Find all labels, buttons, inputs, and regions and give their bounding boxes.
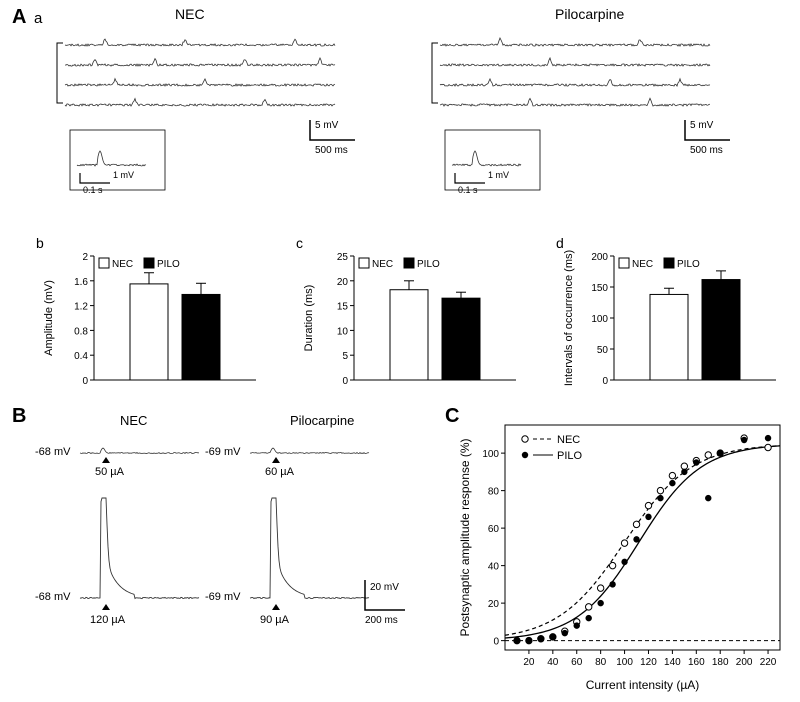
bar-chart-intervals: 0 50 100 150 200 Intervals of occurrence (ms)… [556, 248, 786, 398]
panel-b-traces: NEC -68 mV 50 µA -68 mV 120 µA Pilocarpine -69… [20, 415, 420, 695]
svg-text:200 ms: 200 ms [365, 615, 398, 626]
svg-text:120: 120 [640, 657, 657, 668]
svg-text:20: 20 [488, 599, 500, 610]
svg-text:0: 0 [493, 637, 499, 648]
svg-text:Current intensity (µA): Current intensity (µA) [586, 678, 700, 692]
svg-text:1 mV: 1 mV [113, 170, 134, 180]
svg-text:-69 mV: -69 mV [205, 446, 241, 458]
svg-text:Intervals of occurrence (ms): Intervals of occurrence (ms) [563, 250, 575, 386]
panel-c-curve: 20 40 60 80 100 120 140 160 180 200 220 0 20 40 60 80 10… [455, 415, 790, 695]
svg-text:NEC: NEC [557, 434, 580, 446]
traces-pilo: 5 mV 500 ms 1 mV 0.1 s [430, 25, 760, 225]
svg-text:40: 40 [547, 657, 559, 668]
svg-text:120 µA: 120 µA [90, 614, 126, 626]
svg-text:500 ms: 500 ms [690, 145, 723, 156]
svg-text:100: 100 [591, 314, 608, 325]
svg-text:1.6: 1.6 [74, 277, 88, 288]
svg-text:PILO: PILO [677, 259, 700, 270]
svg-text:0: 0 [602, 376, 608, 387]
svg-text:50 µA: 50 µA [95, 466, 125, 478]
svg-text:90 µA: 90 µA [260, 614, 290, 626]
svg-text:NEC: NEC [632, 259, 653, 270]
svg-text:80: 80 [595, 657, 607, 668]
svg-text:Pilocarpine: Pilocarpine [290, 415, 354, 428]
traces-nec: 5 mV 500 ms 1 mV 0.1 s [55, 25, 385, 225]
svg-text:500 ms: 500 ms [315, 145, 348, 156]
svg-text:80: 80 [488, 487, 500, 498]
svg-text:5: 5 [342, 351, 348, 362]
bar-chart-duration: 0 5 10 15 20 25 Duration (ms) NEC PILO [296, 248, 526, 398]
svg-text:Duration (ms): Duration (ms) [303, 285, 315, 352]
title-pilo: Pilocarpine [555, 6, 624, 22]
bar-chart-amplitude: 0 0.4 0.8 1.2 1.6 2 Amplitude (mV) NEC PILO [36, 248, 266, 398]
svg-text:NEC: NEC [112, 259, 133, 270]
svg-text:0.4: 0.4 [74, 351, 88, 362]
svg-text:25: 25 [337, 252, 349, 263]
svg-text:100: 100 [616, 657, 633, 668]
svg-text:5 mV: 5 mV [315, 120, 339, 131]
svg-text:0: 0 [82, 376, 88, 387]
svg-text:Amplitude (mV): Amplitude (mV) [43, 280, 55, 356]
svg-text:PILO: PILO [417, 259, 440, 270]
svg-text:150: 150 [591, 283, 608, 294]
svg-text:0.1 s: 0.1 s [458, 185, 478, 195]
svg-text:1.2: 1.2 [74, 302, 88, 313]
svg-text:-68 mV: -68 mV [35, 446, 71, 458]
svg-text:220: 220 [760, 657, 777, 668]
svg-text:Postsynaptic amplitude respons: Postsynaptic amplitude response (%) [458, 438, 472, 636]
title-nec: NEC [175, 6, 205, 22]
svg-text:20: 20 [337, 277, 349, 288]
svg-text:2: 2 [82, 252, 88, 263]
svg-text:60: 60 [488, 524, 500, 535]
svg-text:60: 60 [571, 657, 583, 668]
svg-text:200: 200 [591, 252, 608, 263]
svg-text:-68 mV: -68 mV [35, 591, 71, 603]
svg-text:140: 140 [664, 657, 681, 668]
svg-text:1 mV: 1 mV [488, 170, 509, 180]
svg-text:10: 10 [337, 326, 349, 337]
svg-text:180: 180 [712, 657, 729, 668]
svg-text:NEC: NEC [120, 415, 147, 428]
svg-text:NEC: NEC [372, 259, 393, 270]
svg-text:PILO: PILO [157, 259, 180, 270]
svg-text:0.8: 0.8 [74, 326, 88, 337]
svg-text:60 µA: 60 µA [265, 466, 295, 478]
svg-text:0: 0 [342, 376, 348, 387]
svg-text:200: 200 [736, 657, 753, 668]
svg-text:40: 40 [488, 562, 500, 573]
svg-text:20 mV: 20 mV [370, 582, 399, 593]
panel-label-A: A [12, 6, 26, 29]
svg-text:-69 mV: -69 mV [205, 591, 241, 603]
panel-label-Aa: a [34, 10, 42, 27]
svg-text:50: 50 [597, 345, 609, 356]
svg-text:0.1 s: 0.1 s [83, 185, 103, 195]
svg-text:15: 15 [337, 302, 349, 313]
svg-text:PILO: PILO [557, 450, 583, 462]
svg-text:100: 100 [482, 449, 499, 460]
svg-text:20: 20 [523, 657, 535, 668]
svg-text:5 mV: 5 mV [690, 120, 714, 131]
svg-text:160: 160 [688, 657, 705, 668]
